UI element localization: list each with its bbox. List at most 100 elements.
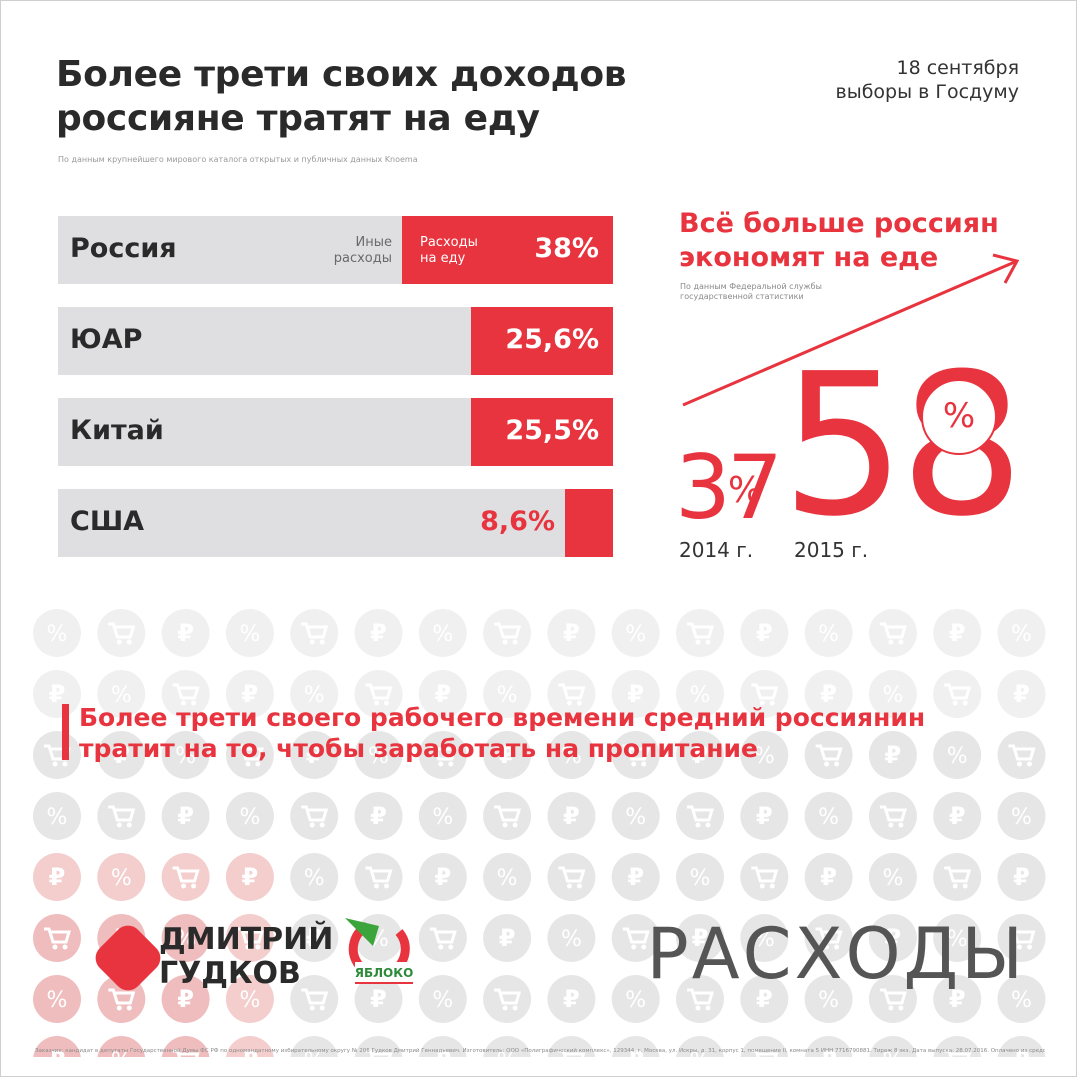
svg-text:%: % — [175, 927, 196, 952]
svg-text:₽: ₽ — [1013, 680, 1030, 708]
percent-icon: % — [997, 975, 1046, 1023]
cart-icon — [933, 853, 982, 901]
svg-text:₽: ₽ — [820, 680, 837, 708]
cart-icon — [547, 1036, 596, 1057]
cart-icon — [97, 792, 146, 840]
svg-text:₽: ₽ — [885, 924, 902, 952]
percent-icon: % — [97, 670, 146, 718]
ruble-icon: ₽ — [354, 792, 403, 840]
svg-text:₽: ₽ — [949, 619, 966, 647]
party-logo-icon: ЯБЛОКО — [345, 918, 413, 984]
percent-icon: % — [611, 975, 660, 1023]
svg-text:₽: ₽ — [242, 863, 259, 891]
cart-icon — [868, 975, 917, 1023]
svg-text:%: % — [47, 622, 68, 647]
ruble-icon: ₽ — [997, 670, 1046, 718]
percent-icon: % — [868, 853, 917, 901]
cart-icon — [225, 731, 274, 779]
cart-icon — [547, 853, 596, 901]
cart-icon — [933, 1036, 982, 1057]
svg-text:%: % — [304, 1049, 325, 1057]
percent-icon: % — [676, 1036, 724, 1057]
cart-icon — [354, 853, 403, 901]
percent-icon: % — [225, 609, 274, 657]
ruble-icon: ₽ — [740, 609, 789, 657]
svg-text:₽: ₽ — [1013, 1046, 1030, 1057]
ruble-icon: ₽ — [997, 853, 1046, 901]
trend-percent-2014: % — [728, 470, 763, 511]
ruble-icon: ₽ — [933, 792, 982, 840]
ruble-icon: ₽ — [997, 1036, 1046, 1057]
cart-icon — [804, 914, 853, 962]
cart-icon — [676, 975, 724, 1023]
bar-fill — [471, 307, 613, 375]
svg-text:%: % — [625, 988, 646, 1013]
svg-text:₽: ₽ — [499, 741, 516, 769]
percent-icon: % — [418, 975, 467, 1023]
svg-text:₽: ₽ — [692, 741, 709, 769]
ruble-icon: ₽ — [740, 792, 789, 840]
ruble-icon: ₽ — [354, 609, 403, 657]
svg-text:₽: ₽ — [177, 619, 194, 647]
bar-row: Россия 38% Иные расходы Расходы на еду — [58, 216, 613, 284]
ruble-icon: ₽ — [290, 731, 339, 779]
bar-fill — [471, 398, 613, 466]
cart-icon — [676, 792, 724, 840]
trend-title: Всё больше россиян экономят на еде — [679, 207, 999, 275]
percent-icon: % — [997, 609, 1046, 657]
trend-arrow-icon — [682, 253, 1020, 407]
ruble-icon: ₽ — [33, 853, 81, 901]
statement-text: Более трети своего рабочего времени сред… — [79, 702, 925, 764]
cart-icon — [33, 731, 81, 779]
ruble-icon: ₽ — [933, 609, 982, 657]
ruble-icon: ₽ — [611, 853, 660, 901]
section-title: РАСХОДЫ — [646, 913, 1026, 995]
percent-icon: % — [290, 670, 339, 718]
ruble-icon: ₽ — [418, 1036, 467, 1057]
ruble-icon: ₽ — [868, 731, 917, 779]
cart-icon — [354, 1036, 403, 1057]
percent-icon: % — [33, 975, 81, 1023]
ruble-icon: ₽ — [547, 975, 596, 1023]
trend-title-line-2: экономят на еде — [679, 242, 939, 273]
svg-text:₽: ₽ — [756, 802, 773, 830]
cart-icon — [997, 731, 1046, 779]
svg-text:₽: ₽ — [949, 985, 966, 1013]
svg-text:₽: ₽ — [1013, 863, 1030, 891]
svg-text:%: % — [882, 866, 903, 891]
svg-text:%: % — [111, 866, 132, 891]
percent-icon: % — [483, 1036, 531, 1057]
cart-icon — [483, 792, 532, 840]
ruble-icon: ₽ — [418, 853, 467, 901]
candidate-name-line-1: ДМИТРИЙ — [159, 922, 334, 957]
footer-legal-note: Заказчик: кандидат в депутаты Государств… — [35, 1048, 1045, 1054]
ruble-icon: ₽ — [161, 609, 210, 657]
trend-year-2014: 2014 г. — [679, 538, 754, 562]
percent-icon: % — [418, 609, 467, 657]
trend-year-2015: 2015 г. — [794, 538, 869, 562]
bar-value-label: 25,6% — [505, 324, 599, 355]
ruble-icon: ₽ — [804, 670, 853, 718]
bar-value-label: 38% — [534, 233, 599, 264]
cart-icon — [997, 914, 1046, 962]
svg-text:%: % — [754, 927, 775, 952]
statement-line-1: Более трети своего рабочего времени сред… — [79, 703, 926, 732]
svg-text:%: % — [432, 988, 453, 1013]
svg-text:₽: ₽ — [177, 802, 194, 830]
bar-row: Китай 25,5% — [58, 398, 613, 466]
percent-icon: % — [483, 670, 532, 718]
percent-icon: % — [161, 731, 210, 779]
percent-icon: % — [740, 914, 789, 962]
legend-food-line: Расходы — [420, 235, 478, 250]
percent-icon: % — [933, 731, 982, 779]
percent-icon: % — [483, 853, 532, 901]
svg-text:₽: ₽ — [563, 985, 580, 1013]
svg-text:₽: ₽ — [242, 1046, 259, 1057]
svg-text:₽: ₽ — [370, 985, 387, 1013]
svg-text:%: % — [561, 744, 582, 769]
svg-text:₽: ₽ — [306, 924, 323, 952]
percent-icon: % — [418, 792, 467, 840]
bar-fill — [565, 489, 613, 557]
svg-text:%: % — [1011, 988, 1032, 1013]
svg-text:₽: ₽ — [627, 1046, 644, 1057]
